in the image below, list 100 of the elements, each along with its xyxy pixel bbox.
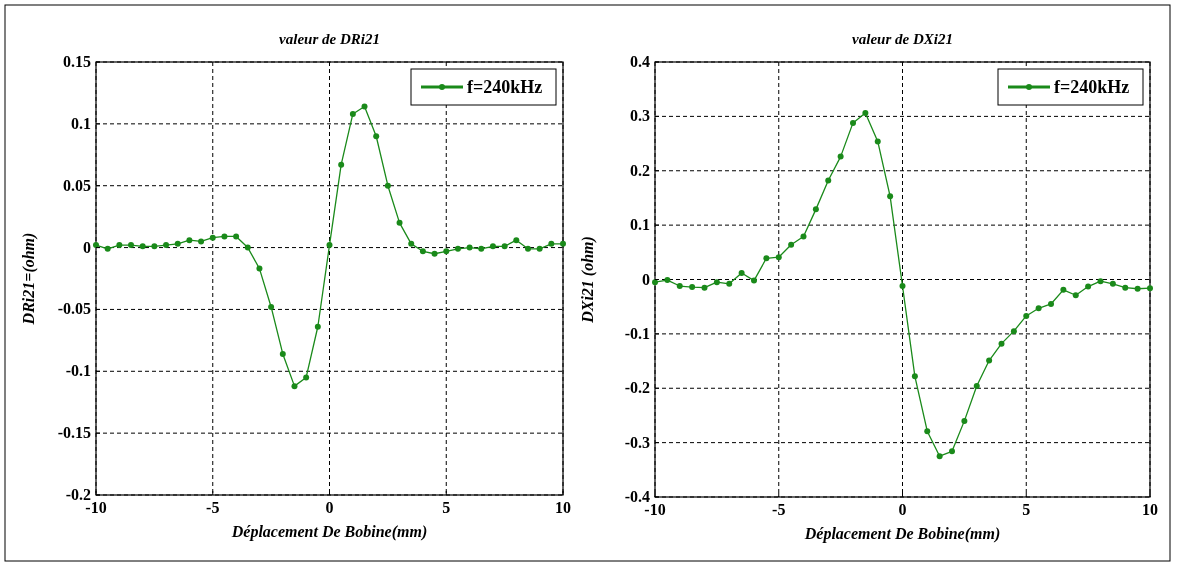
point xyxy=(1060,286,1067,293)
point xyxy=(961,417,968,424)
point xyxy=(221,233,228,240)
point xyxy=(291,383,298,390)
point xyxy=(209,234,216,241)
point xyxy=(986,357,993,364)
point xyxy=(911,373,918,380)
point xyxy=(151,243,158,250)
x-tick-label: 0 xyxy=(898,501,907,518)
point xyxy=(233,233,240,240)
point xyxy=(726,280,733,287)
point xyxy=(524,245,531,252)
chart-title: valeur de DRi21 xyxy=(279,31,380,47)
point xyxy=(361,103,368,110)
x-tick-label: 5 xyxy=(442,499,451,516)
point xyxy=(489,243,496,250)
point xyxy=(501,243,508,250)
point xyxy=(1085,283,1092,290)
point xyxy=(174,240,181,247)
point xyxy=(128,242,135,249)
point xyxy=(689,284,696,291)
point xyxy=(899,283,906,290)
y-tick-label: 0.2 xyxy=(630,161,650,179)
point xyxy=(1097,278,1104,285)
point xyxy=(652,279,658,286)
point xyxy=(419,248,426,255)
point xyxy=(887,193,894,200)
point xyxy=(396,219,403,226)
point xyxy=(1010,328,1017,335)
point xyxy=(936,453,943,460)
point xyxy=(186,237,193,244)
y-tick-label: -0.2 xyxy=(624,379,650,397)
y-tick-label: 0.05 xyxy=(63,176,91,194)
point xyxy=(408,240,415,247)
y-axis-title: DRi21=(ohm) xyxy=(20,232,38,326)
point xyxy=(812,206,819,213)
point xyxy=(825,177,832,184)
point xyxy=(924,428,931,435)
point xyxy=(973,383,980,390)
point xyxy=(139,243,146,250)
point xyxy=(478,245,485,252)
point xyxy=(454,245,461,252)
x-tick-label: -5 xyxy=(772,501,786,518)
point xyxy=(998,340,1005,347)
point xyxy=(713,279,720,286)
point xyxy=(279,350,286,357)
point xyxy=(850,119,856,126)
y-tick-label: 0 xyxy=(642,270,650,288)
x-axis-title: Déplacement De Bobine(mm) xyxy=(803,525,1001,543)
y-tick-label: 0.3 xyxy=(630,107,650,125)
point xyxy=(373,133,380,140)
x-axis-title: Déplacement De Bobine(mm) xyxy=(230,523,428,541)
point xyxy=(431,250,438,257)
y-tick-label: -0.1 xyxy=(624,324,650,342)
point xyxy=(536,245,543,252)
y-tick-label: -0.05 xyxy=(57,300,91,318)
y-tick-label: 0 xyxy=(83,238,91,256)
y-tick-label: -0.3 xyxy=(624,433,650,451)
point xyxy=(466,244,473,251)
point xyxy=(1147,285,1153,292)
point xyxy=(751,277,757,284)
point xyxy=(338,161,345,168)
point xyxy=(949,448,955,455)
point xyxy=(1109,280,1116,287)
x-tick-label: 10 xyxy=(555,499,571,516)
point xyxy=(788,241,795,248)
y-tick-label: -0.15 xyxy=(57,424,91,442)
y-tick-label: 0.1 xyxy=(630,216,650,234)
point xyxy=(701,284,708,291)
point xyxy=(548,240,555,247)
point xyxy=(1134,285,1141,292)
point xyxy=(104,245,111,252)
legend-label: f=240kHz xyxy=(467,77,543,97)
point xyxy=(93,242,99,249)
x-tick-label: 0 xyxy=(325,499,334,516)
point xyxy=(244,244,251,251)
point xyxy=(268,303,275,310)
point xyxy=(349,110,356,117)
point xyxy=(384,182,391,189)
x-tick-label: 5 xyxy=(1022,501,1031,518)
chart-title: valeur de DXi21 xyxy=(852,31,953,47)
point xyxy=(256,265,263,272)
y-axis-title: DXi21 (ohm) xyxy=(579,236,597,324)
point xyxy=(198,238,205,245)
point xyxy=(775,254,782,261)
x-tick-label: -5 xyxy=(206,499,220,516)
point xyxy=(664,277,671,284)
point xyxy=(1048,300,1054,307)
point xyxy=(303,374,310,381)
point xyxy=(314,323,321,330)
point xyxy=(1072,292,1079,299)
point xyxy=(163,242,170,249)
point xyxy=(326,242,333,249)
point xyxy=(862,110,869,117)
point xyxy=(1023,312,1030,319)
point xyxy=(874,138,881,145)
point xyxy=(1122,284,1129,291)
point xyxy=(738,269,745,276)
y-tick-label: 0.4 xyxy=(630,53,650,70)
y-tick-label: -0.1 xyxy=(65,362,91,380)
